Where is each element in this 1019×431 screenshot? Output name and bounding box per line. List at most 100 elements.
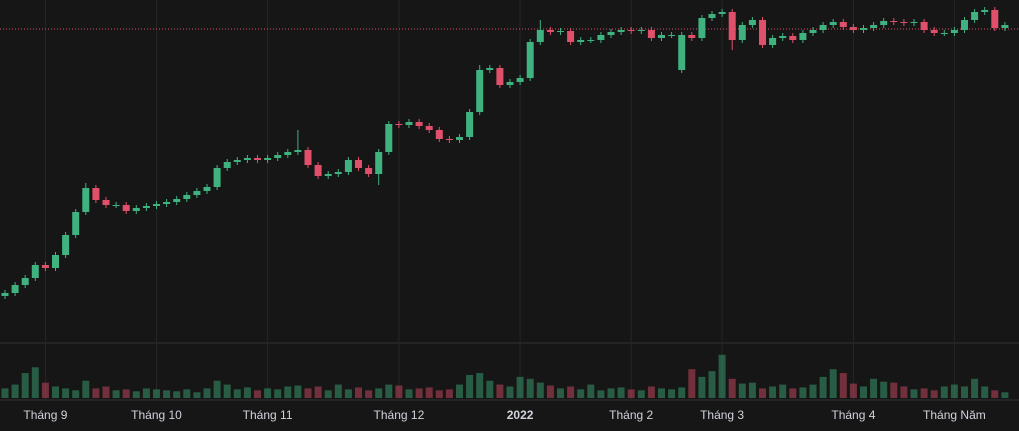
candle-body [324, 174, 332, 176]
volume-bar [142, 388, 150, 398]
candle-body [829, 22, 837, 25]
volume-bar [981, 386, 989, 398]
candle-body [173, 199, 181, 202]
volume-bar [415, 388, 423, 398]
candle-body [870, 25, 878, 28]
candle-body [769, 38, 777, 45]
candle-body [991, 10, 999, 28]
candle-body [142, 206, 150, 208]
candle-body [456, 137, 463, 140]
volume-bar [849, 383, 857, 398]
volume-bar [557, 388, 564, 398]
volume-bar [799, 387, 807, 398]
candle-body [254, 158, 261, 160]
volume-bar [910, 389, 918, 398]
candle-body [314, 165, 322, 176]
candle-body [203, 187, 211, 191]
volume-bar [31, 367, 39, 398]
candle-body [486, 68, 494, 70]
volume-bar [940, 386, 948, 398]
volume-bar [668, 389, 676, 398]
candle-body [102, 200, 110, 205]
volume-bar [546, 385, 554, 398]
candle-body [637, 30, 645, 31]
volume-bar [21, 373, 29, 398]
candle-body [930, 30, 938, 33]
volume-bar [658, 388, 665, 398]
candle-body [809, 30, 817, 33]
volume-bar [183, 389, 191, 398]
volume-bar [617, 387, 625, 398]
volume-bar [930, 390, 938, 398]
candle-body [799, 33, 807, 40]
volume-bar [445, 389, 453, 398]
candle-body [344, 160, 352, 172]
volume-bar [748, 382, 756, 398]
candle-body [355, 160, 362, 168]
volume-bar [62, 388, 70, 398]
volume-bar [890, 382, 898, 398]
candle-body [516, 78, 524, 82]
candle-body [910, 22, 918, 23]
candle-body [728, 12, 736, 40]
volume-bar [92, 388, 100, 398]
x-tick-label: 2022 [507, 408, 534, 422]
candle-body [981, 10, 989, 12]
volume-bar [789, 388, 797, 398]
volume-bar [506, 386, 514, 398]
volume-bar [324, 390, 332, 398]
volume-bar [870, 378, 878, 398]
x-tick-label: Tháng 3 [700, 408, 744, 422]
volume-bar [708, 371, 716, 398]
volume-bar [607, 388, 615, 398]
volume-bar [627, 389, 635, 398]
volume-bar [860, 386, 867, 398]
volume-bar [496, 384, 504, 398]
x-tick-label: Tháng 4 [831, 408, 875, 422]
volume-bar [718, 354, 726, 398]
candle-body [748, 20, 756, 25]
volume-bar [385, 384, 393, 398]
volume-bar [486, 380, 494, 398]
candle-body [849, 27, 857, 30]
volume-bar [425, 387, 433, 398]
candle-body [405, 122, 413, 125]
candle-body [132, 208, 140, 211]
candle-body [284, 152, 292, 155]
candle-body [445, 139, 453, 140]
candle-body [860, 28, 867, 30]
volume-bar [11, 384, 19, 398]
candle-body [213, 168, 221, 187]
candle-body [223, 162, 231, 168]
candle-body [577, 40, 585, 42]
candle-body [546, 30, 554, 32]
candle-body [890, 21, 898, 22]
candle-body [647, 30, 655, 38]
volume-bar [193, 392, 201, 398]
candle-body [597, 35, 605, 40]
candle-body [365, 168, 373, 174]
volume-bar [304, 388, 312, 398]
volume-bar [254, 390, 261, 398]
candle-body [395, 124, 403, 125]
x-tick-label: Tháng 10 [131, 408, 182, 422]
volume-bar [536, 382, 544, 398]
candle-body [789, 36, 797, 40]
volume-bar [466, 374, 474, 398]
candle-body [971, 12, 979, 20]
volume-bar [284, 386, 292, 398]
candle-body [385, 124, 393, 152]
candle-body [718, 12, 726, 14]
volume-bar [577, 389, 585, 398]
candle-body [557, 31, 564, 32]
volume-bar [102, 386, 110, 398]
candle-body [526, 42, 534, 78]
volume-bar [587, 384, 595, 398]
volume-bar [344, 389, 352, 398]
candle-body [950, 30, 958, 33]
volume-bar [961, 386, 968, 398]
candle-body [880, 21, 888, 25]
volume-bar [132, 391, 140, 398]
